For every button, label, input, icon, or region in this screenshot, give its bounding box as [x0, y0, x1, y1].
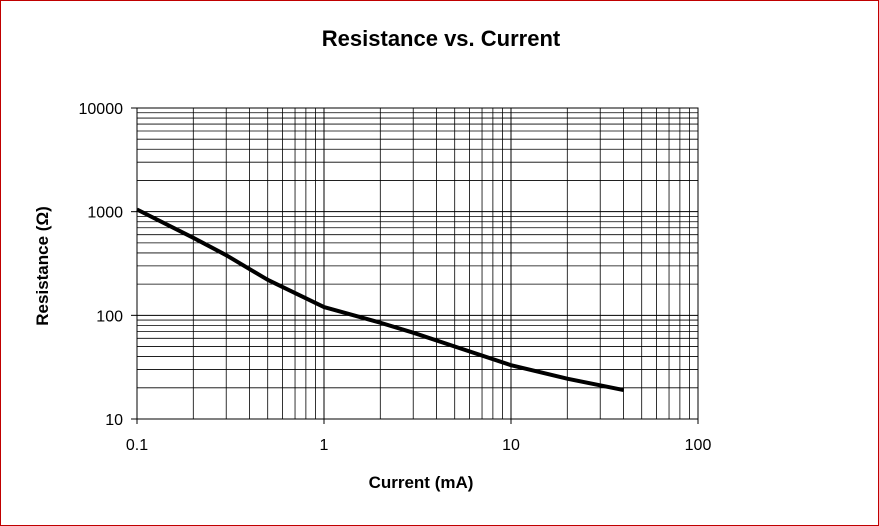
y-tick-label: 10000 — [79, 101, 124, 118]
y-tick-label: 10 — [105, 412, 123, 429]
x-tick-label: 0.1 — [126, 437, 148, 454]
axis-ticks: 0.1 1 10 100 10 100 1000 10000 — [79, 101, 712, 454]
y-axis-title: Resistance (Ω) — [33, 206, 52, 325]
grid-lines — [136, 108, 698, 420]
chart-title: Resistance vs. Current — [322, 26, 561, 51]
y-tick-label: 100 — [96, 308, 123, 325]
x-tick-label: 10 — [502, 437, 520, 454]
series-layer — [136, 207, 624, 393]
x-tick-label: 1 — [320, 437, 329, 454]
x-axis-title: Current (mA) — [369, 473, 474, 492]
x-tick-label: 100 — [685, 437, 712, 454]
plot-area-border — [136, 107, 699, 420]
y-tick-label: 1000 — [87, 205, 123, 222]
